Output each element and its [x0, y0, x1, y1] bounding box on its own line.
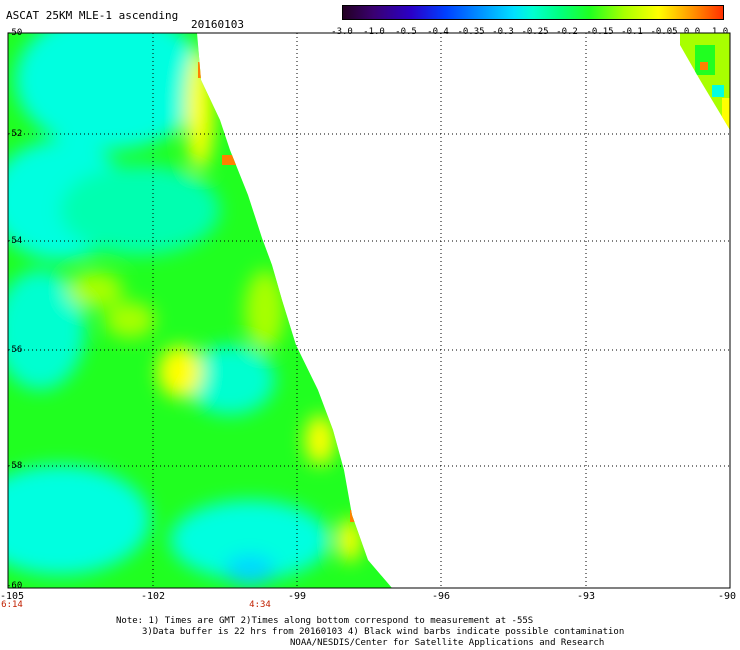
- x-tick-label: -105: [0, 591, 25, 602]
- x-tick-label: -99: [287, 591, 307, 602]
- x-tick-label: -93: [576, 591, 596, 602]
- y-tick-label: -54: [6, 236, 23, 246]
- colorbar-label: -0.05: [650, 27, 678, 37]
- footer-note: 3)Data buffer is 22 hrs from 20160103 4)…: [142, 627, 625, 637]
- time-label: 4:34: [249, 600, 271, 610]
- colorbar-label: -0.4: [427, 27, 449, 37]
- y-tick-label: -56: [6, 345, 23, 355]
- x-tick-label: -102: [140, 591, 166, 602]
- colorbar-label: -0.3: [492, 27, 514, 37]
- colorbar-label: -1.0: [363, 27, 385, 37]
- colorbar-label: -0.35: [457, 27, 485, 37]
- footer-credit: NOAA/NESDIS/Center for Satellite Applica…: [290, 638, 605, 648]
- map-frame: [7, 32, 731, 589]
- footer-note: Note: 1) Times are GMT 2)Times along bot…: [116, 616, 534, 626]
- colorbar-label: 1.0: [711, 27, 729, 37]
- colorbar-label: -0.1: [621, 27, 643, 37]
- map-date: 20160103: [191, 18, 244, 31]
- x-tick-label: -96: [431, 591, 451, 602]
- graticule: [8, 33, 730, 588]
- y-tick-label: -52: [6, 129, 23, 139]
- y-tick-label: -50: [6, 28, 23, 38]
- colorbar-label: -0.2: [556, 27, 578, 37]
- colorbar: [342, 5, 724, 20]
- map-title: ASCAT 25KM MLE-1 ascending: [6, 9, 179, 22]
- colorbar-label: -3.0: [331, 27, 353, 37]
- x-tick-label: -90: [717, 591, 737, 602]
- colorbar-label: -0.25: [521, 27, 549, 37]
- colorbar-label: -0.5: [395, 27, 417, 37]
- swath-main: [8, 33, 392, 588]
- colorbar-label: 0.0: [683, 27, 701, 37]
- y-tick-label: -58: [6, 461, 23, 471]
- y-tick-label: -60: [6, 581, 23, 591]
- colorbar-label: -0.15: [586, 27, 614, 37]
- swath-corner: [680, 33, 730, 130]
- time-label: 6:14: [1, 600, 23, 610]
